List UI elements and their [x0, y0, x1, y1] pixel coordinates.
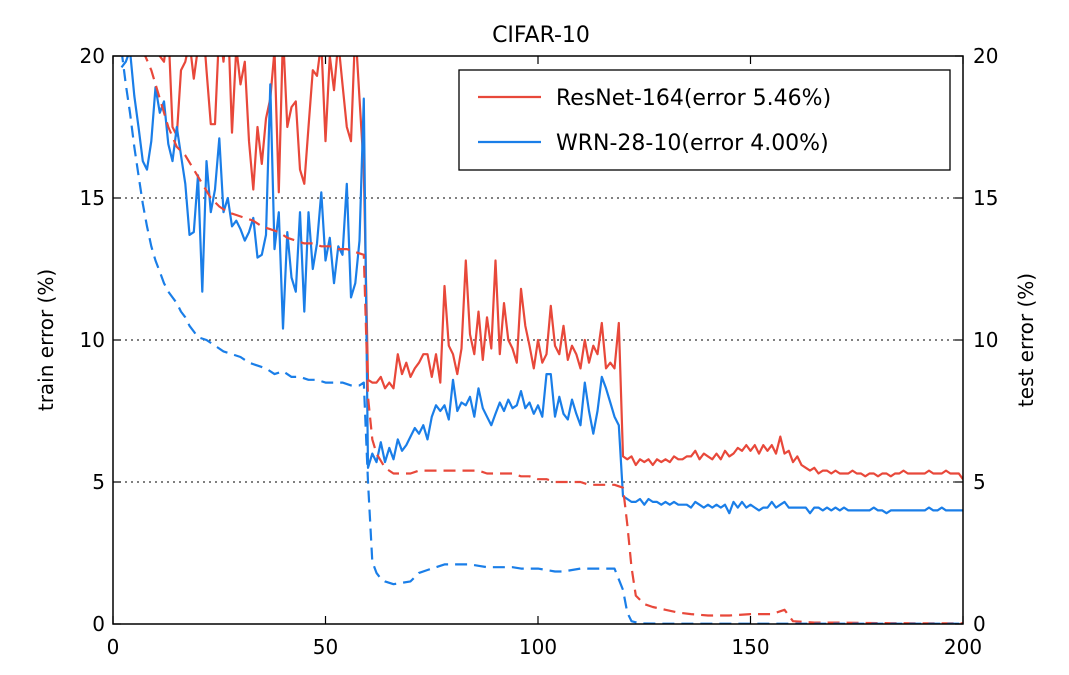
y-tick-label-right: 5 [973, 470, 986, 494]
y-axis-left-label: train error (%) [34, 269, 58, 411]
x-tick-label: 150 [731, 635, 769, 659]
series-line-dashed-2 [144, 56, 963, 624]
grid-lines [113, 197, 963, 483]
series-line-0 [158, 56, 963, 480]
y-tick-label-right: 20 [973, 44, 998, 68]
y-tick-label-left: 0 [92, 612, 105, 636]
x-tick-label: 100 [519, 635, 557, 659]
y-tick-label-right: 10 [973, 328, 998, 352]
x-tick-label: 0 [107, 635, 120, 659]
y-tick-label-left: 20 [80, 44, 105, 68]
x-tick-label: 200 [944, 635, 982, 659]
x-tick-label: 50 [313, 635, 338, 659]
legend: ResNet-164(error 5.46%) WRN-28-10(error … [458, 69, 951, 171]
y-tick-label-left: 15 [80, 186, 105, 210]
series-layer [120, 56, 963, 624]
y-tick-label-left: 5 [92, 470, 105, 494]
legend-entry-resnet: ResNet-164(error 5.46%) [556, 86, 831, 111]
y-tick-label-right: 15 [973, 186, 998, 210]
legend-entry-wrn: WRN-28-10(error 4.00%) [556, 131, 829, 156]
series-line-1 [120, 56, 963, 515]
legend-box [458, 69, 951, 171]
y-axis-right-label: test error (%) [1014, 273, 1038, 407]
y-tick-label-left: 10 [80, 328, 105, 352]
y-tick-label-right: 0 [973, 612, 986, 636]
chart-title: CIFAR-10 [492, 23, 590, 48]
